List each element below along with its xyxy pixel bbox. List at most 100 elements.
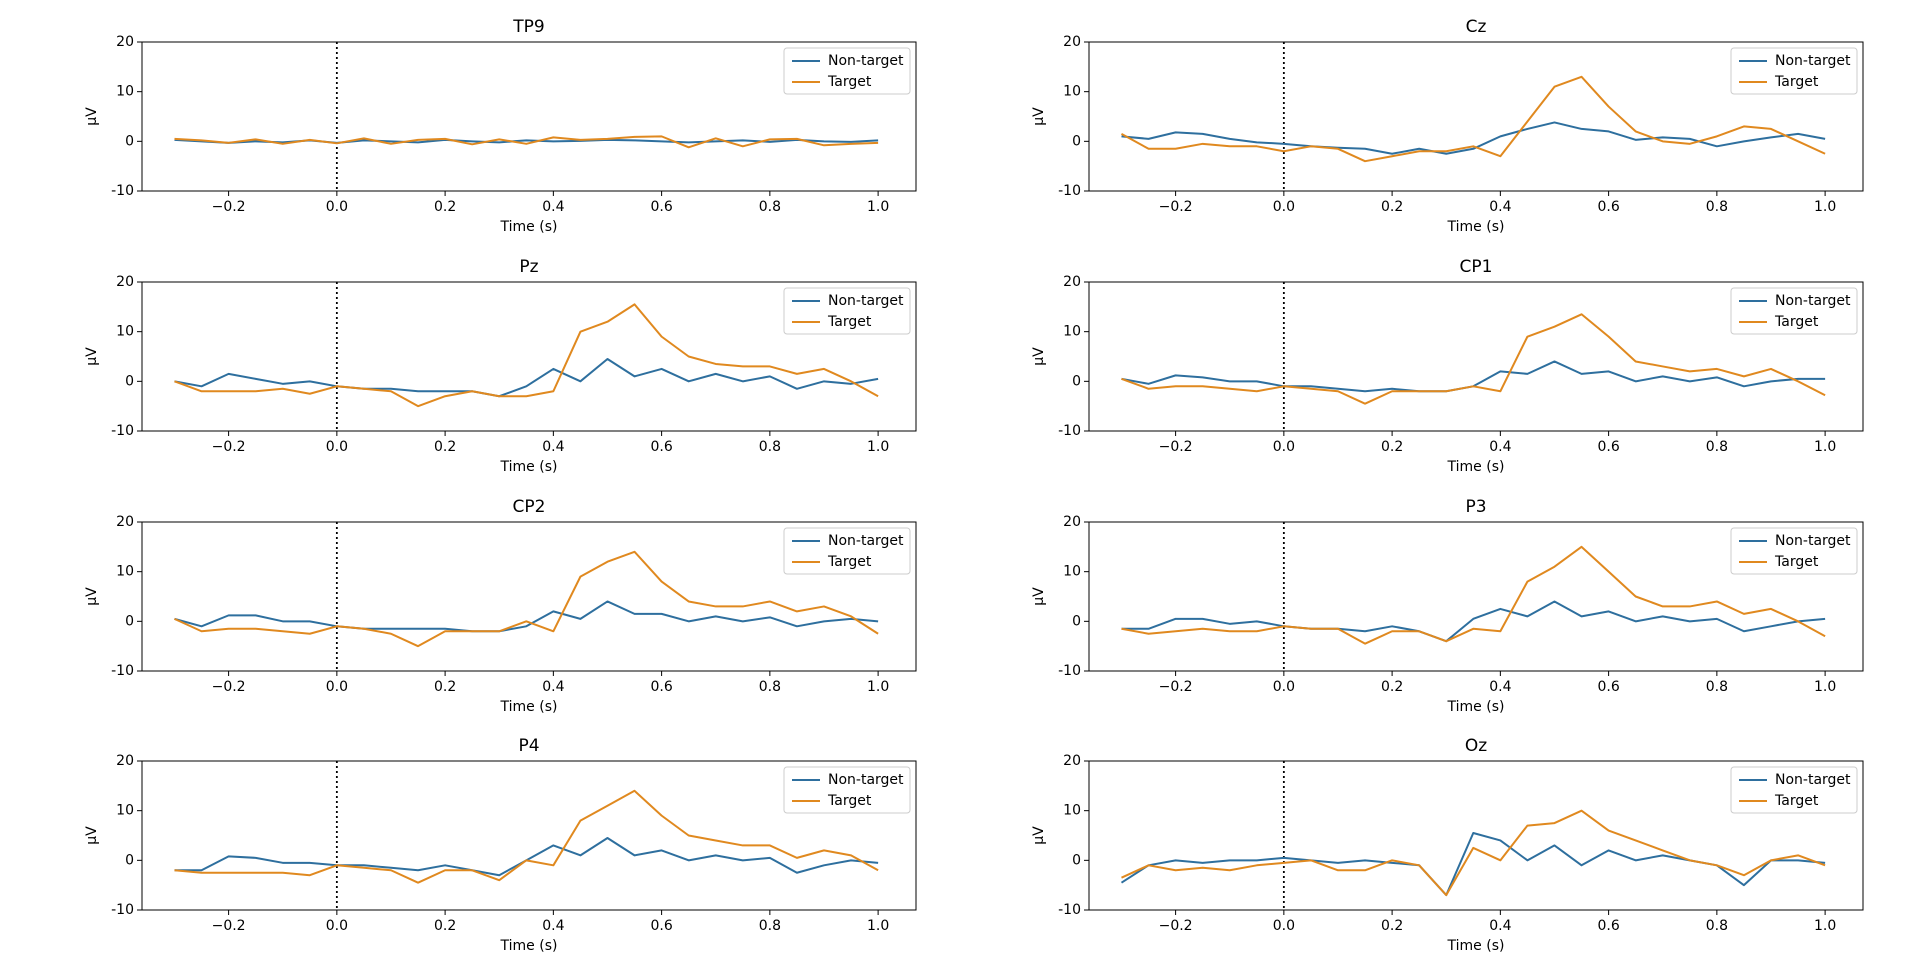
series-line (174, 135, 879, 149)
x-tick-label: 1.0 (1814, 918, 1836, 934)
legend-label: Non-target (1775, 53, 1851, 69)
x-tick-label: 0.8 (1706, 439, 1728, 455)
series-line (1121, 121, 1826, 155)
x-tick-label: 0.6 (650, 918, 672, 934)
legend-label: Target (827, 314, 872, 330)
x-tick-label: 0.0 (1273, 199, 1295, 215)
legend: Non-target Target (1730, 47, 1858, 95)
x-tick-label: 0.2 (1381, 439, 1403, 455)
x-tick-label: 0.8 (759, 439, 781, 455)
y-tick-label: -10 (111, 902, 134, 918)
x-tick-label: 0.0 (326, 199, 348, 215)
x-tick-label: 1.0 (867, 439, 889, 455)
series-line (174, 789, 879, 884)
y-tick-label: 10 (1063, 84, 1081, 100)
series-line (1120, 832, 1826, 897)
y-tick-label: 20 (1063, 34, 1081, 50)
x-tick-label: 0.2 (434, 918, 456, 934)
x-tick-label: 0.8 (1706, 918, 1728, 934)
x-tick-label: 0.0 (1273, 918, 1295, 934)
legend-label: Non-target (828, 293, 904, 309)
x-tick-label: 0.6 (650, 199, 672, 215)
x-tick-label: 0.2 (1381, 918, 1403, 934)
y-tick-label: 0 (1072, 373, 1081, 389)
y-tick-label: 0 (125, 613, 134, 629)
x-tick-label: −0.2 (1159, 679, 1193, 695)
x-tick-label: 0.2 (434, 439, 456, 455)
y-tick-label: 0 (1072, 852, 1081, 868)
y-tick-label: 0 (1072, 613, 1081, 629)
x-tick-label: 0.4 (542, 918, 564, 934)
series-line (1121, 545, 1826, 645)
legend-label: Non-target (1775, 772, 1851, 788)
x-tick-label: 0.0 (326, 679, 348, 695)
subplot-title: Pz (519, 257, 538, 277)
y-axis-label: µV (1031, 826, 1047, 845)
x-tick-label: −0.2 (212, 679, 246, 695)
legend: Non-target Target (783, 527, 911, 575)
y-tick-label: 10 (1063, 564, 1081, 580)
x-tick-label: 1.0 (1814, 199, 1836, 215)
legend-label: Non-target (828, 772, 904, 788)
series-line (1120, 75, 1826, 163)
subplot-title: Cz (1466, 17, 1487, 37)
y-axis-label: µV (1031, 347, 1047, 366)
legend: Non-target Target (1730, 766, 1858, 814)
x-tick-label: 0.2 (1381, 679, 1403, 695)
legend: Non-target Target (783, 287, 911, 335)
subplot: Cz -10 0 10 20 −0.2 0.0 0.2 0.4 0.6 0.8 1.0 Time (s)… (1031, 17, 1864, 235)
axes-frame (141, 281, 917, 432)
legend-label: Non-target (828, 533, 904, 549)
y-tick-label: 10 (1063, 324, 1081, 340)
legend-label: Non-target (1775, 533, 1851, 549)
x-tick-label: −0.2 (212, 199, 246, 215)
x-tick-label: 0.6 (1597, 199, 1619, 215)
subplot-title: P3 (1465, 497, 1486, 517)
x-tick-label: 0.6 (1597, 918, 1619, 934)
y-tick-label: -10 (1058, 183, 1081, 199)
series-line (174, 836, 879, 877)
legend-label: Target (827, 74, 872, 90)
subplot: P3 -10 0 10 20 −0.2 0.0 0.2 0.4 0.6 0.8 1.0 Time (s)… (1031, 497, 1864, 715)
series-line (1121, 313, 1826, 405)
x-tick-label: 0.4 (542, 439, 564, 455)
x-tick-label: 0.8 (759, 679, 781, 695)
y-tick-label: -10 (1058, 902, 1081, 918)
x-tick-label: 1.0 (867, 918, 889, 934)
y-tick-label: 10 (116, 84, 134, 100)
x-tick-label: 0.4 (542, 199, 564, 215)
subplot: Pz -10 0 10 20 −0.2 0.0 0.2 0.4 0.6 0.8 1.0 Time (s)… (84, 257, 917, 475)
legend: Non-target Target (1730, 527, 1858, 575)
series-line (1121, 600, 1826, 643)
y-tick-label: 0 (125, 133, 134, 149)
x-tick-label: 1.0 (1814, 439, 1836, 455)
x-tick-label: 1.0 (1814, 679, 1836, 695)
legend-label: Target (1774, 793, 1819, 809)
x-axis-label: Time (s) (500, 938, 558, 954)
y-tick-label: 10 (116, 564, 134, 580)
x-tick-label: 1.0 (867, 199, 889, 215)
legend-label: Non-target (1775, 293, 1851, 309)
legend-label: Target (1774, 554, 1819, 570)
y-tick-label: -10 (1058, 663, 1081, 679)
x-axis-label: Time (s) (500, 219, 558, 235)
x-tick-label: 0.4 (1489, 918, 1511, 934)
y-tick-label: 20 (116, 34, 134, 50)
x-tick-label: 0.4 (1489, 679, 1511, 695)
axes-frame (1088, 41, 1864, 192)
x-tick-label: 0.8 (1706, 679, 1728, 695)
y-tick-label: 10 (1063, 803, 1081, 819)
subplot: TP9 -10 0 10 20 −0.2 0.0 0.2 0.4 0.6 0.8 1.0 Time (s… (84, 17, 917, 235)
subplot-title: P4 (518, 736, 539, 756)
x-tick-label: 0.8 (759, 199, 781, 215)
x-tick-label: 0.2 (434, 199, 456, 215)
legend: Non-target Target (783, 47, 911, 95)
x-tick-label: −0.2 (1159, 918, 1193, 934)
x-tick-label: 0.0 (326, 439, 348, 455)
axes-frame (1088, 521, 1864, 672)
x-tick-label: 0.4 (1489, 199, 1511, 215)
x-tick-label: 0.4 (542, 679, 564, 695)
y-tick-label: 20 (116, 274, 134, 290)
y-axis-label: µV (84, 587, 100, 606)
